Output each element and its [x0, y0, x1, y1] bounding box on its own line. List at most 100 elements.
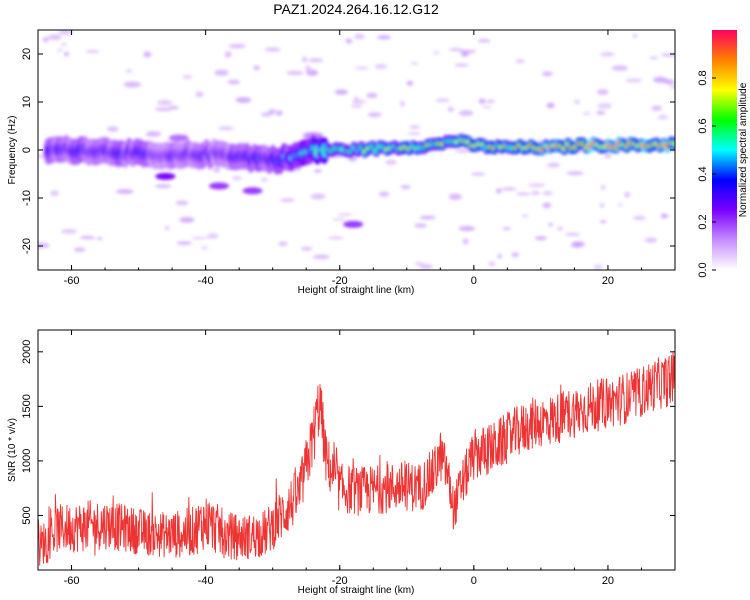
noise-speckle: [655, 78, 671, 83]
colorbar-label: Normalized spectral amplitude: [738, 82, 749, 217]
spectrogram-plot-area: [38, 30, 675, 270]
noise-speckle: [96, 237, 103, 241]
noise-speckle: [447, 106, 454, 113]
noise-speckle: [435, 98, 450, 102]
noise-speckle: [191, 236, 206, 240]
y-tick-label: 2000: [21, 340, 33, 364]
spectrogram-x-ticks: -60 -40 -20 0 20: [64, 30, 676, 287]
noise-speckle: [564, 232, 581, 236]
noise-speckle: [448, 48, 463, 52]
noise-speckle: [310, 193, 326, 200]
y-tick-label: 0: [21, 147, 33, 153]
noise-speckle: [182, 74, 193, 79]
noise-speckle: [597, 89, 609, 95]
noise-speckle: [58, 30, 74, 35]
noise-speckle: [407, 132, 421, 135]
x-tick-label: -20: [332, 275, 348, 287]
noise-speckle: [38, 154, 45, 158]
noise-speckle: [488, 261, 496, 266]
noise-speckle: [454, 63, 469, 67]
noise-speckle: [143, 51, 152, 58]
snr-x-label: Height of straight line (km): [298, 585, 415, 596]
colorbar-tick-label: 0.8: [697, 70, 709, 85]
snr-y-label: SNR (10 * v/v): [7, 418, 18, 482]
noise-speckle: [571, 241, 585, 248]
spectrogram-y-label: Frequency (Hz): [7, 116, 18, 185]
noise-speckle: [275, 110, 283, 116]
noise-speckle: [305, 65, 311, 72]
snr-panel: -60 -40 -20 0 20 500 1000 1500 2000 Height of s…: [7, 329, 676, 596]
noise-speckle: [601, 184, 606, 190]
noise-speckle: [649, 56, 659, 60]
noise-speckle: [597, 103, 612, 110]
noise-speckle: [354, 96, 359, 101]
noise-speckle: [600, 219, 607, 224]
noise-speckle: [278, 241, 288, 246]
x-tick-label: 20: [602, 275, 614, 287]
noise-speckle: [624, 191, 630, 198]
noise-speckle: [454, 148, 472, 154]
noise-speckle: [337, 213, 353, 216]
noise-speckle: [593, 264, 603, 270]
noise-speckle: [232, 176, 242, 181]
noise-speckle: [38, 242, 50, 249]
noise-speckle: [516, 192, 531, 196]
noise-speckle: [542, 191, 553, 196]
noise-speckle: [300, 246, 313, 251]
noise-speckle: [61, 229, 78, 234]
noise-speckle: [531, 190, 540, 195]
colorbar-gradient: [712, 30, 737, 270]
spectrogram-x-label: Height of straight line (km): [298, 285, 415, 296]
x-tick-label: -60: [64, 575, 80, 587]
noise-speckle: [286, 70, 304, 76]
noise-speckle: [596, 110, 606, 115]
noise-speckle: [625, 78, 643, 83]
noise-speckle: [260, 177, 269, 182]
colorbar-tick-label: 0.0: [697, 262, 709, 277]
spectrogram-panel: -60 -40 -20 0 20 -20 -10 0 10 20 Height of strai…: [7, 29, 676, 296]
noise-speckle: [599, 203, 605, 208]
noise-speckle: [651, 105, 663, 111]
y-tick-label: -10: [21, 190, 33, 206]
noise-speckle: [542, 71, 553, 77]
noise-speckle: [409, 125, 421, 129]
noise-speckle: [481, 105, 492, 109]
noise-speckle: [328, 236, 344, 240]
noise-speckle: [145, 131, 162, 137]
noise-speckle: [458, 225, 475, 232]
noise-speckle: [582, 112, 591, 116]
noise-speckle: [123, 81, 141, 88]
noise-speckle: [459, 49, 477, 54]
noise-speckle: [268, 108, 277, 115]
noise-speckle: [502, 227, 511, 231]
noise-speckle: [164, 225, 170, 231]
spectrogram-y-ticks: -20 -10 0 10 20: [21, 48, 675, 254]
y-tick-label: 20: [21, 48, 33, 60]
noise-speckle: [308, 58, 324, 63]
noise-speckle: [176, 241, 192, 245]
noise-speckle: [542, 202, 552, 209]
noise-speckle: [201, 246, 208, 250]
noise-speckle: [511, 252, 520, 258]
noise-speckle: [227, 79, 240, 85]
noise-speckle: [224, 51, 232, 58]
noise-speckle: [515, 58, 525, 64]
colorbar: 0.0 0.2 0.4 0.6 0.8 Normalized spectral ampl…: [697, 30, 749, 278]
y-tick-label: 10: [21, 96, 33, 108]
noise-speckle: [547, 162, 561, 168]
noise-speckle: [179, 216, 195, 223]
noise-speckle: [306, 69, 319, 76]
noise-speckle: [497, 253, 502, 260]
noise-speckle: [354, 66, 369, 70]
noise-speckle: [377, 35, 391, 40]
spectral-blob: [155, 172, 176, 180]
x-tick-label: -40: [198, 275, 214, 287]
spectral-blob: [242, 187, 263, 195]
noise-speckle: [354, 33, 365, 40]
noise-speckle: [115, 189, 134, 194]
noise-speckle: [42, 37, 49, 43]
snr-x-ticks: -60 -40 -20 0 20: [64, 330, 676, 587]
x-tick-label: 0: [471, 275, 477, 287]
noise-speckle: [351, 99, 366, 104]
